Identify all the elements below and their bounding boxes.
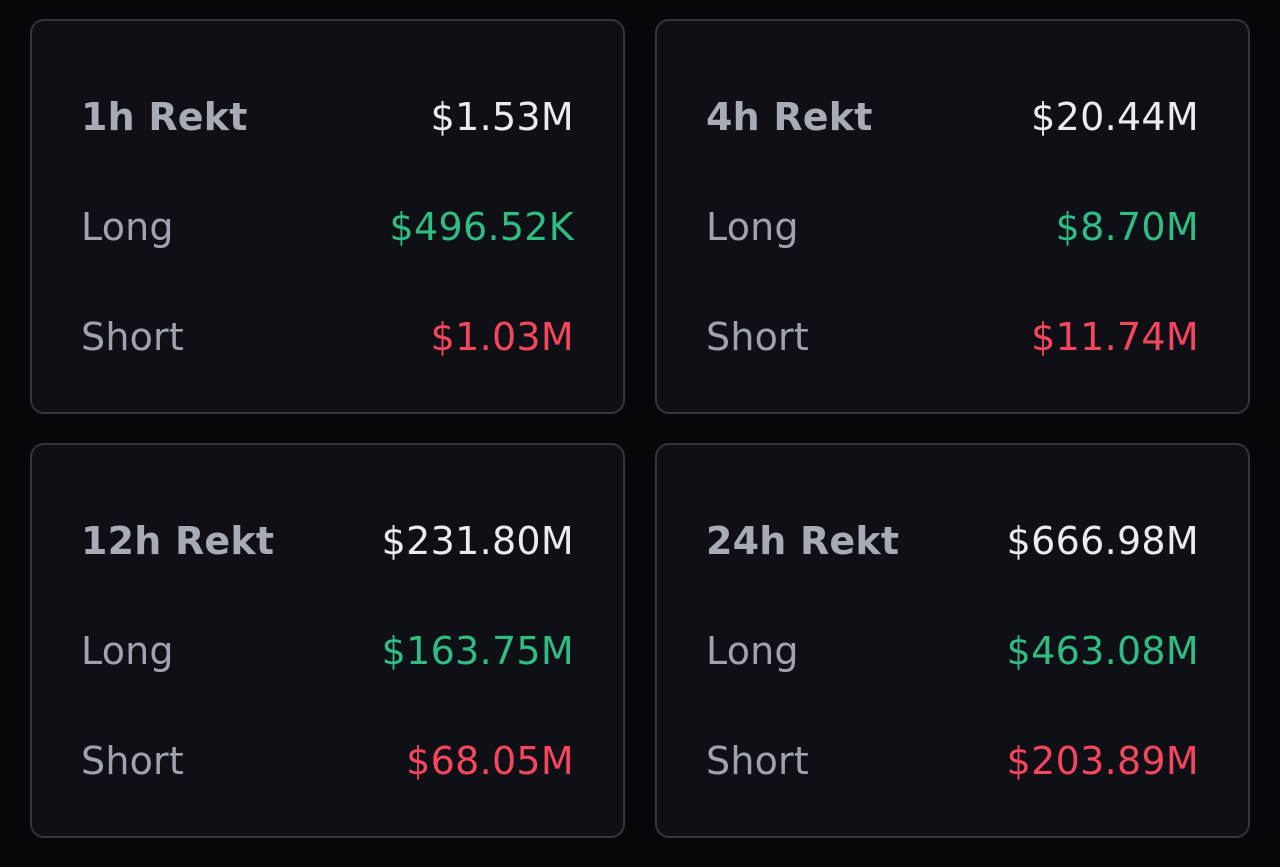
long-row: Long $496.52K [81, 202, 574, 252]
short-row: Short $11.74M [706, 312, 1199, 362]
rekt-card-title: 4h Rekt [706, 95, 873, 139]
long-label: Long [706, 629, 799, 673]
short-label: Short [706, 739, 809, 783]
short-row: Short $203.89M [706, 736, 1199, 786]
rekt-total-value: $1.53M [430, 95, 574, 139]
rekt-card-12h: 12h Rekt $231.80M Long $163.75M Short $6… [30, 443, 625, 838]
rekt-total-row: 4h Rekt $20.44M [706, 92, 1199, 142]
short-row: Short $68.05M [81, 736, 574, 786]
short-label: Short [81, 739, 184, 783]
long-row: Long $8.70M [706, 202, 1199, 252]
short-value: $11.74M [1031, 315, 1199, 359]
short-row: Short $1.03M [81, 312, 574, 362]
rekt-total-row: 24h Rekt $666.98M [706, 516, 1199, 566]
short-label: Short [706, 315, 809, 359]
rekt-total-row: 1h Rekt $1.53M [81, 92, 574, 142]
rekt-total-value: $666.98M [1006, 519, 1199, 563]
rekt-total-value: $231.80M [381, 519, 574, 563]
long-value: $496.52K [389, 205, 574, 249]
rekt-card-24h: 24h Rekt $666.98M Long $463.08M Short $2… [655, 443, 1250, 838]
short-label: Short [81, 315, 184, 359]
rekt-card-4h: 4h Rekt $20.44M Long $8.70M Short $11.74… [655, 19, 1250, 414]
rekt-card-title: 12h Rekt [81, 519, 275, 563]
long-row: Long $163.75M [81, 626, 574, 676]
short-value: $68.05M [406, 739, 574, 783]
rekt-card-title: 1h Rekt [81, 95, 248, 139]
rekt-total-row: 12h Rekt $231.80M [81, 516, 574, 566]
short-value: $203.89M [1006, 739, 1199, 783]
long-label: Long [706, 205, 799, 249]
rekt-card-title: 24h Rekt [706, 519, 900, 563]
rekt-total-value: $20.44M [1031, 95, 1199, 139]
long-label: Long [81, 205, 174, 249]
long-value: $8.70M [1055, 205, 1199, 249]
long-value: $463.08M [1006, 629, 1199, 673]
long-row: Long $463.08M [706, 626, 1199, 676]
long-label: Long [81, 629, 174, 673]
long-value: $163.75M [381, 629, 574, 673]
rekt-card-1h: 1h Rekt $1.53M Long $496.52K Short $1.03… [30, 19, 625, 414]
short-value: $1.03M [430, 315, 574, 359]
